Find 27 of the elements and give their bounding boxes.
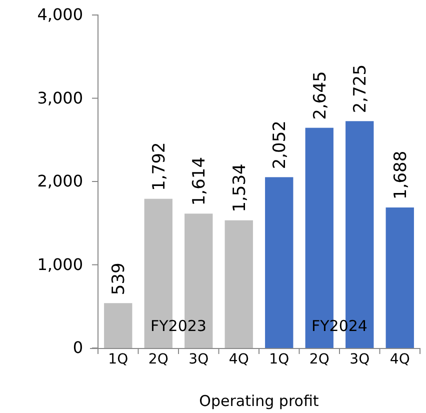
annotation: FY2023 — [150, 317, 206, 335]
x-tick-label: 2Q — [148, 352, 168, 368]
x-tick-label: 4Q — [390, 352, 410, 368]
x-axis-title: Operating profit — [199, 392, 319, 410]
bar — [224, 220, 253, 348]
data-label: 1,614 — [190, 156, 210, 206]
x-tick-label: 2Q — [309, 352, 330, 368]
y-tick-label: 4,000 — [37, 5, 83, 24]
x-tick-label: 3Q — [350, 352, 370, 368]
data-label: 1,792 — [149, 142, 170, 191]
bar — [386, 207, 414, 348]
data-label: 2,645 — [310, 71, 330, 120]
data-label: 1,534 — [230, 164, 250, 212]
x-tick-label: 1Q — [108, 352, 128, 368]
data-label: 1,688 — [390, 150, 411, 200]
bar — [104, 303, 132, 348]
data-label: 2,052 — [270, 120, 290, 170]
data-label: 2,725 — [350, 64, 371, 114]
y-tick-label: 3,000 — [37, 88, 83, 108]
x-tick-label: 1Q — [269, 352, 290, 368]
x-tick-label: 4Q — [228, 352, 249, 368]
y-tick-label: 1,000 — [37, 254, 83, 274]
y-tick-label: 2,000 — [37, 172, 83, 191]
y-tick-label: 0 — [72, 338, 83, 358]
bar — [265, 177, 294, 348]
data-label: 539 — [109, 262, 130, 296]
x-tick-label: 3Q — [188, 352, 209, 368]
